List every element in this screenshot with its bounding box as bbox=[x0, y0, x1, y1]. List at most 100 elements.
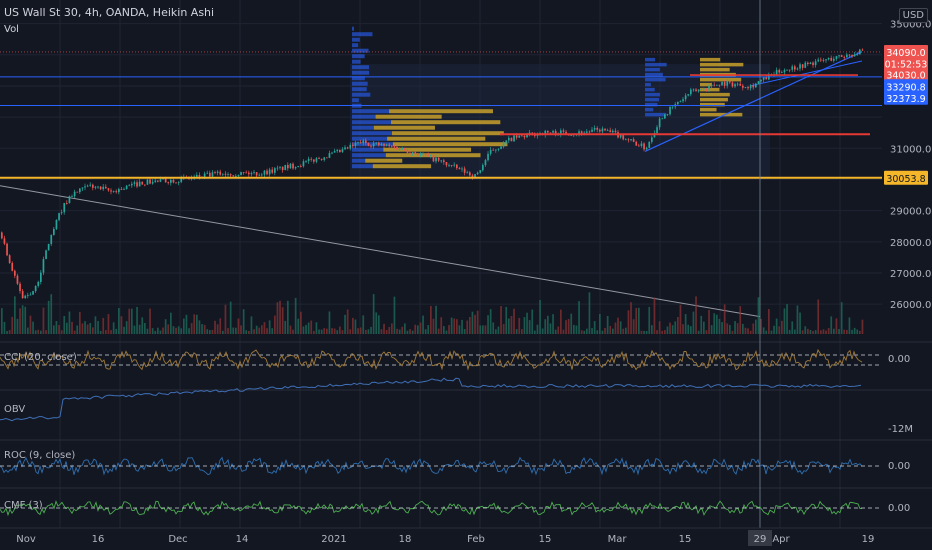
candle bbox=[279, 166, 281, 170]
candle bbox=[484, 158, 487, 167]
candle bbox=[775, 67, 778, 75]
time-tick-label: 16 bbox=[92, 534, 105, 545]
candle bbox=[783, 68, 786, 75]
candle bbox=[154, 178, 157, 184]
candle bbox=[318, 156, 320, 160]
candle bbox=[695, 88, 697, 92]
candle bbox=[513, 134, 515, 142]
trend-line-descending[interactable] bbox=[0, 185, 761, 318]
candle bbox=[367, 142, 370, 147]
candle bbox=[744, 87, 747, 89]
candle bbox=[216, 170, 219, 176]
candle bbox=[424, 153, 427, 157]
indicator-tick-label: 0.00 bbox=[888, 461, 910, 472]
candle bbox=[227, 172, 229, 178]
candle bbox=[708, 83, 710, 92]
cmf-label[interactable]: CMF (3) bbox=[4, 500, 43, 511]
candle bbox=[788, 69, 791, 73]
volume-profile bbox=[352, 26, 744, 169]
candle bbox=[703, 87, 705, 91]
price-badge[interactable]: 34090.0 bbox=[884, 44, 928, 59]
volume-legend[interactable]: Vol bbox=[4, 24, 19, 35]
candle bbox=[40, 270, 42, 285]
candle bbox=[1, 231, 3, 240]
candle bbox=[29, 292, 32, 296]
obv-label[interactable]: OBV bbox=[4, 404, 26, 415]
candle bbox=[336, 149, 339, 153]
candle bbox=[736, 82, 739, 87]
candle bbox=[846, 52, 848, 58]
symbol-legend[interactable]: US Wall St 30, 4h, OANDA, Heikin Ashi bbox=[4, 6, 215, 19]
price-badge[interactable]: 32373.9 bbox=[884, 90, 928, 105]
candle bbox=[289, 162, 292, 169]
candle bbox=[177, 181, 180, 186]
candle bbox=[671, 106, 674, 110]
candle bbox=[292, 162, 294, 170]
candle bbox=[372, 140, 375, 149]
candle bbox=[500, 145, 502, 150]
candle bbox=[331, 151, 333, 155]
candle bbox=[817, 57, 820, 63]
time-tick-label: Nov bbox=[16, 534, 36, 545]
candle bbox=[627, 138, 630, 143]
candle bbox=[830, 55, 833, 62]
candle bbox=[263, 169, 266, 178]
candle bbox=[669, 106, 671, 116]
candle bbox=[518, 135, 521, 138]
svg-text:Apr: Apr bbox=[772, 534, 790, 545]
candle bbox=[635, 140, 638, 146]
candle bbox=[24, 294, 27, 299]
candle bbox=[427, 152, 430, 158]
candle bbox=[440, 159, 443, 163]
candle bbox=[99, 186, 102, 191]
candle bbox=[60, 209, 63, 215]
candle bbox=[27, 292, 29, 299]
candle bbox=[692, 88, 695, 92]
cci-line bbox=[0, 348, 863, 371]
candle bbox=[144, 184, 146, 187]
price-badge[interactable]: 33290.8 bbox=[884, 79, 928, 94]
svg-text:34030.0: 34030.0 bbox=[886, 71, 925, 82]
candle bbox=[718, 84, 721, 88]
candle bbox=[102, 184, 105, 191]
candle bbox=[749, 84, 752, 91]
svg-text:29: 29 bbox=[754, 534, 767, 545]
candle bbox=[760, 79, 762, 83]
candle bbox=[406, 148, 409, 154]
candle bbox=[461, 166, 463, 172]
price-tick-label: 29000.0 bbox=[890, 207, 931, 218]
time-tick-label: 29 bbox=[748, 530, 772, 546]
price-badge[interactable]: 01:52:53 bbox=[884, 56, 928, 71]
candle bbox=[838, 55, 840, 59]
candle bbox=[778, 68, 781, 74]
candles bbox=[1, 48, 864, 299]
currency-badge[interactable]: USD bbox=[898, 8, 928, 23]
candle bbox=[385, 143, 388, 147]
candle bbox=[146, 179, 149, 185]
candle bbox=[757, 80, 760, 85]
channel-line[interactable] bbox=[749, 60, 863, 87]
candle bbox=[677, 101, 679, 106]
cci-label[interactable]: CCI (20, close) bbox=[4, 352, 77, 363]
candle bbox=[346, 146, 349, 150]
candle bbox=[495, 149, 497, 153]
roc-label[interactable]: ROC (9, close) bbox=[4, 450, 76, 461]
candle bbox=[690, 87, 692, 97]
candle bbox=[664, 113, 666, 119]
svg-text:14: 14 bbox=[236, 534, 249, 545]
candle bbox=[794, 64, 796, 72]
candle bbox=[157, 180, 159, 183]
candle bbox=[307, 156, 310, 164]
price-badge[interactable]: 34030.0 bbox=[884, 67, 928, 82]
candle bbox=[209, 170, 211, 177]
candle bbox=[94, 185, 97, 190]
candle bbox=[648, 141, 651, 148]
candle bbox=[370, 144, 372, 149]
candle bbox=[700, 87, 703, 90]
price-badge[interactable]: 30053.8 bbox=[884, 170, 928, 185]
candle bbox=[214, 170, 216, 175]
candle bbox=[240, 171, 242, 176]
candle bbox=[393, 144, 396, 149]
candle bbox=[362, 138, 365, 146]
